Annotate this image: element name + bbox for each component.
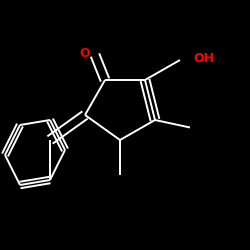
Text: O: O <box>80 47 90 60</box>
Text: OH: OH <box>194 52 215 65</box>
